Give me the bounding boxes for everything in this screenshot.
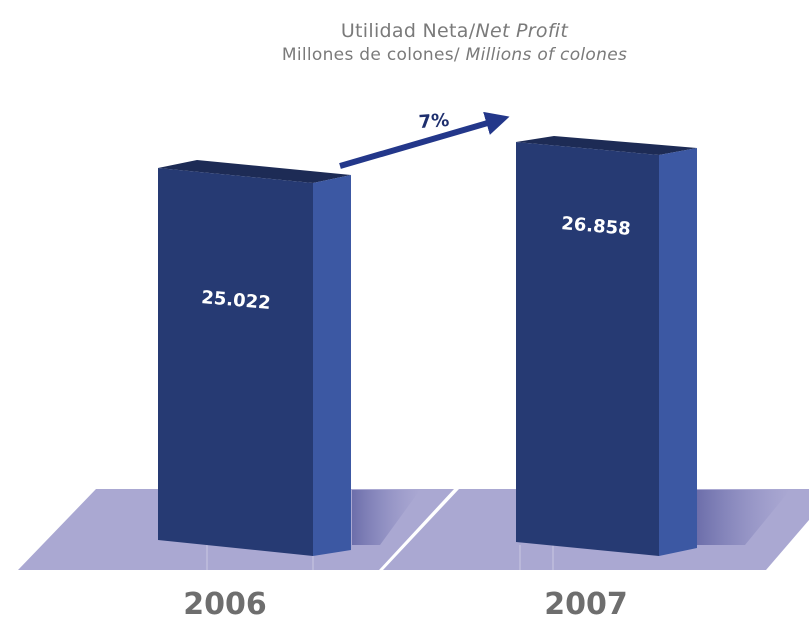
category-label-2007: 2007: [544, 587, 628, 617]
growth-label: 7%: [418, 110, 450, 133]
bar-2006-side: [313, 175, 351, 556]
bar-2007-front: [516, 142, 659, 556]
category-label-2006: 2006: [183, 587, 267, 617]
bar-2006: [158, 160, 351, 556]
bar-shadow-2006: [352, 490, 420, 545]
bar-2007-top: [516, 136, 697, 155]
bar-2007: [516, 136, 697, 556]
bar-2007-side: [659, 148, 697, 556]
bar-shadow-2007: [697, 490, 790, 545]
chart-subtitle-en: Millions of colones: [465, 45, 628, 65]
chart-subtitle: Millones de colones/ Millions of colones: [50, 45, 809, 65]
chart-subtitle-es: Millones de colones/: [281, 45, 466, 65]
growth-arrow: [339, 111, 510, 169]
bar-2006-top: [158, 160, 351, 183]
floor-divider: [380, 488, 457, 571]
chart-title-en: Net Profit: [475, 20, 569, 42]
bar-2006-front: [158, 168, 313, 556]
chart-title: Utilidad Neta/Net Profit: [50, 20, 809, 42]
chart-title-es: Utilidad Neta/: [340, 20, 476, 42]
